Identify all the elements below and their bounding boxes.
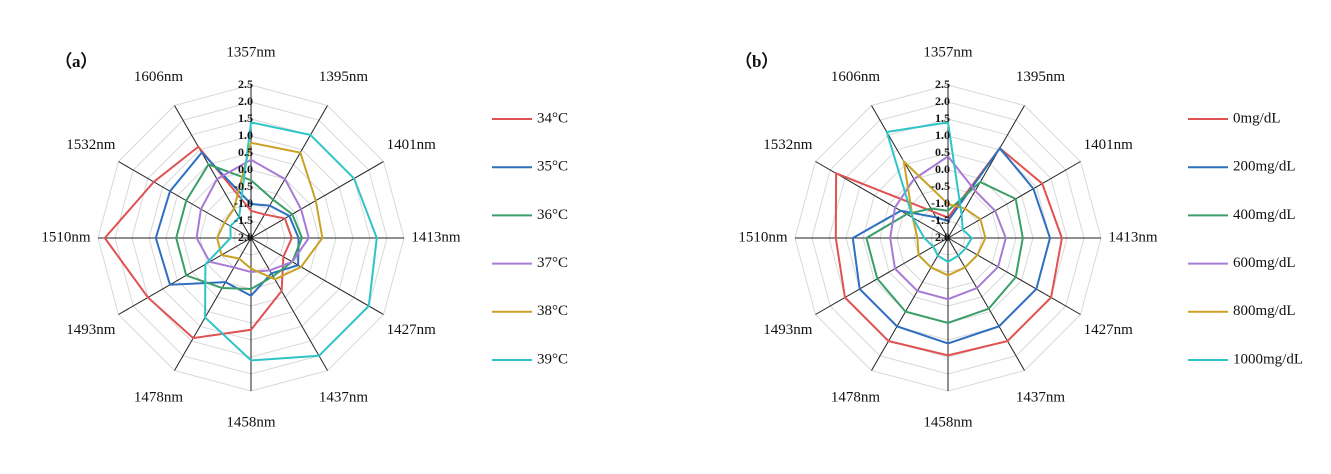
r-tick-label: 2.5 [935, 77, 950, 91]
spoke [947, 237, 1081, 315]
series-line [834, 146, 1063, 357]
r-tick-label: -0.5 [234, 179, 253, 193]
r-tick-label: 0.0 [935, 162, 950, 176]
r-tick-label: -2.0 [234, 230, 253, 244]
series-line [195, 158, 310, 274]
r-tick-label: 0.5 [238, 145, 253, 159]
category-label: 1413nm [1108, 229, 1158, 245]
category-label: 1458nm [226, 414, 276, 430]
spoke [250, 237, 384, 315]
legend-label: 0mg/dL [1233, 110, 1281, 126]
spoke [815, 237, 949, 315]
r-tick-label: -2.0 [931, 230, 950, 244]
legend-label: 38°C [537, 303, 568, 319]
series-line [175, 163, 304, 291]
category-label: 1532nm [66, 137, 116, 153]
r-tick-label: 1.5 [238, 111, 253, 125]
category-label: 1395nm [1016, 69, 1066, 85]
r-tick-label: 0.5 [935, 145, 950, 159]
r-tick-label: -1.0 [234, 196, 253, 210]
series-line [215, 141, 324, 281]
category-label: 1493nm [66, 322, 116, 338]
category-label: 1401nm [387, 137, 437, 153]
category-label: 1427nm [387, 322, 437, 338]
r-tick-label: 1.5 [935, 111, 950, 125]
category-label: 1413nm [411, 229, 461, 245]
r-tick-label: -1.5 [931, 213, 950, 227]
series-line [204, 121, 378, 362]
legend-label: 36°C [537, 207, 568, 223]
legend-label: 34°C [537, 110, 568, 126]
r-tick-label: -1.0 [931, 196, 950, 210]
category-label: 1478nm [831, 390, 881, 406]
category-label: 1357nm [923, 44, 973, 60]
spoke [118, 237, 252, 315]
spoke [947, 237, 1025, 371]
spoke [174, 237, 252, 371]
spoke [871, 237, 949, 371]
category-label: 1478nm [134, 390, 184, 406]
category-label: 1458nm [923, 414, 973, 430]
legend-label: 200mg/dL [1233, 159, 1296, 175]
category-label: 1427nm [1084, 322, 1134, 338]
series-line [851, 146, 1052, 345]
series-line [865, 180, 1024, 325]
category-label: 1395nm [319, 69, 369, 85]
legend-label: 400mg/dL [1233, 207, 1296, 223]
category-label: 1493nm [763, 322, 813, 338]
r-tick-label: 2.0 [238, 94, 253, 108]
spoke [947, 161, 1081, 239]
category-label: 1606nm [134, 69, 184, 85]
category-label: 1510nm [41, 229, 91, 245]
legend-label: 600mg/dL [1233, 255, 1296, 271]
series-line [103, 145, 293, 340]
category-label: 1532nm [763, 137, 813, 153]
series-line [154, 151, 300, 298]
spoke [174, 105, 252, 239]
series-line [889, 155, 1007, 301]
r-tick-label: 1.0 [238, 128, 253, 142]
spoke [871, 105, 949, 239]
category-label: 1510nm [738, 229, 788, 245]
category-label: 1606nm [831, 69, 881, 85]
category-label: 1357nm [226, 44, 276, 60]
category-label: 1401nm [1084, 137, 1134, 153]
spoke [118, 161, 252, 239]
spoke [250, 237, 328, 371]
category-label: 1437nm [319, 390, 369, 406]
r-tick-label: 2.0 [935, 94, 950, 108]
r-tick-label: -1.5 [234, 213, 253, 227]
r-tick-label: 2.5 [238, 77, 253, 91]
series-line [885, 121, 974, 263]
r-tick-label: 1.0 [935, 128, 950, 142]
legend-label: 1000mg/dL [1233, 351, 1303, 367]
legend-label: 39°C [537, 351, 568, 367]
legend-label: 800mg/dL [1233, 303, 1296, 319]
legend-label: 37°C [537, 255, 568, 271]
legend-label: 35°C [537, 159, 568, 175]
panel-label: （b） [735, 51, 778, 71]
category-label: 1437nm [1016, 390, 1066, 406]
panel-label: （a） [55, 51, 98, 71]
spoke [250, 161, 384, 239]
r-tick-label: 0.0 [238, 162, 253, 176]
r-tick-label: -0.5 [931, 179, 950, 193]
spoke [250, 105, 328, 239]
